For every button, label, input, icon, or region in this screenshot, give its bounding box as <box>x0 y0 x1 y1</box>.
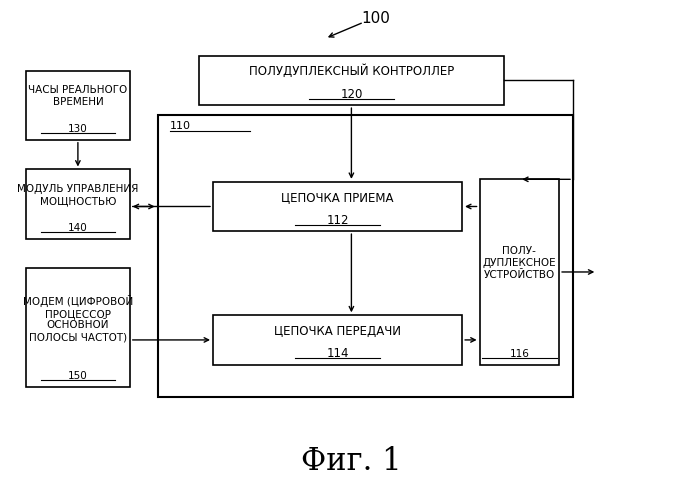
Text: МОДЕМ (ЦИФРОВОЙ
ПРОЦЕССОР
ОСНОВНОЙ
ПОЛОСЫ ЧАСТОТ): МОДЕМ (ЦИФРОВОЙ ПРОЦЕССОР ОСНОВНОЙ ПОЛОС… <box>23 295 133 342</box>
Text: ЧАСЫ РЕАЛЬНОГО
ВРЕМЕНИ: ЧАСЫ РЕАЛЬНОГО ВРЕМЕНИ <box>28 85 127 107</box>
Text: ЦЕПОЧКА ПЕРЕДАЧИ: ЦЕПОЧКА ПЕРЕДАЧИ <box>274 325 401 337</box>
Text: Фиг. 1: Фиг. 1 <box>301 445 402 477</box>
Bar <box>26 268 130 387</box>
Bar <box>26 71 130 140</box>
Text: ЦЕПОЧКА ПРИЕМА: ЦЕПОЧКА ПРИЕМА <box>281 191 394 204</box>
Text: МОДУЛЬ УПРАВЛЕНИЯ
МОЩНОСТЬЮ: МОДУЛЬ УПРАВЛЕНИЯ МОЩНОСТЬЮ <box>17 184 138 206</box>
Bar <box>157 115 573 397</box>
Text: 112: 112 <box>326 214 349 227</box>
Text: 110: 110 <box>170 121 191 131</box>
Text: ПОЛУДУПЛЕКСНЫЙ КОНТРОЛЛЕР: ПОЛУДУПЛЕКСНЫЙ КОНТРОЛЛЕР <box>249 65 454 79</box>
Text: 130: 130 <box>68 124 88 134</box>
Bar <box>199 56 504 105</box>
Text: 120: 120 <box>340 88 363 101</box>
Bar <box>480 179 559 365</box>
Text: 114: 114 <box>326 347 349 360</box>
Text: ПОЛУ-
ДУПЛЕКСНОЕ
УСТРОЙСТВО: ПОЛУ- ДУПЛЕКСНОЕ УСТРОЙСТВО <box>482 247 556 280</box>
Text: 116: 116 <box>510 349 529 359</box>
Text: 140: 140 <box>68 223 88 233</box>
Text: 100: 100 <box>361 11 390 26</box>
Bar <box>26 169 130 239</box>
Bar <box>213 315 462 365</box>
Bar <box>213 182 462 231</box>
Text: 150: 150 <box>68 371 88 381</box>
